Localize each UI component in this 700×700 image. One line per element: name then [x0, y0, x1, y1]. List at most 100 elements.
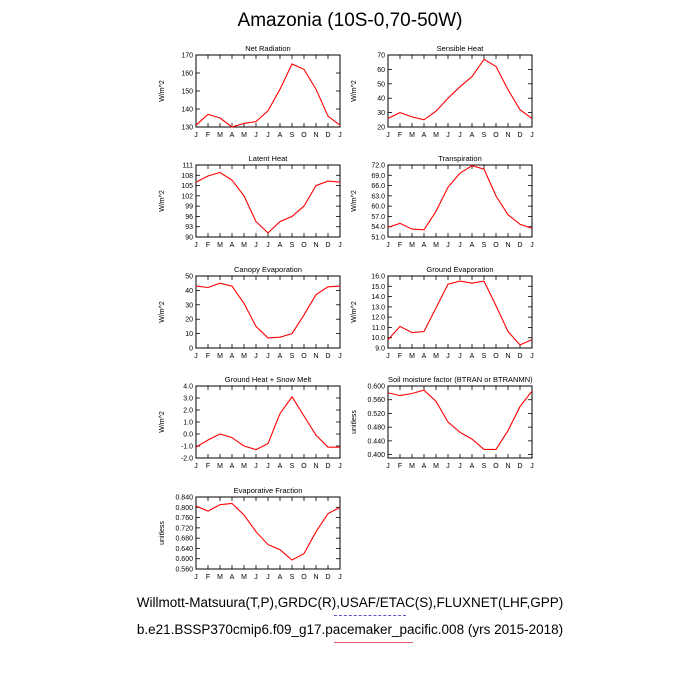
panel-title-sensible-heat: Sensible Heat	[436, 44, 484, 53]
x-tick-label: J	[530, 242, 534, 249]
panel-title-evaporative-fraction: Evaporative Fraction	[233, 486, 303, 495]
y-tick-label: 0.760	[175, 515, 193, 522]
x-tick-label: O	[301, 574, 307, 581]
x-tick-label: J	[194, 574, 198, 581]
y-axis-label: unitless	[351, 410, 358, 434]
x-tick-label: N	[505, 353, 510, 360]
x-tick-label: D	[325, 353, 330, 360]
x-tick-label: J	[254, 242, 258, 249]
y-tick-label: 3.0	[183, 396, 193, 403]
x-tick-label: J	[266, 353, 270, 360]
x-tick-label: F	[398, 463, 402, 470]
x-tick-label: F	[206, 353, 210, 360]
x-tick-label: S	[482, 242, 487, 249]
y-tick-label: 10	[185, 331, 193, 338]
x-tick-label: O	[301, 463, 307, 470]
series-line	[387, 58, 533, 121]
x-tick-label: O	[493, 463, 499, 470]
x-tick-label: M	[217, 463, 223, 470]
y-axis-label: W/m^2	[351, 80, 358, 102]
y-tick-label: 0.640	[175, 546, 193, 553]
x-tick-label: S	[290, 353, 295, 360]
x-tick-label: J	[338, 574, 342, 581]
x-tick-label: J	[458, 132, 462, 139]
y-tick-label: 93	[185, 224, 193, 231]
x-tick-label: J	[386, 132, 390, 139]
x-tick-label: A	[470, 242, 475, 249]
x-tick-label: J	[530, 353, 534, 360]
y-tick-label: 0.720	[175, 525, 193, 532]
y-tick-label: 11.0	[372, 325, 385, 332]
x-tick-label: A	[422, 132, 427, 139]
series-line	[195, 502, 341, 561]
x-tick-label: M	[409, 353, 415, 360]
x-tick-label: J	[446, 353, 450, 360]
x-tick-label: J	[254, 574, 258, 581]
x-tick-label: M	[217, 132, 223, 139]
x-tick-label: O	[493, 242, 499, 249]
y-tick-label: 16.0	[371, 274, 385, 281]
series-line	[195, 395, 340, 451]
y-tick-label: 70	[377, 53, 385, 60]
y-tick-label: 20	[185, 317, 193, 324]
x-tick-label: M	[217, 242, 223, 249]
page-title: Amazonia (10S-0,70-50W)	[237, 10, 463, 31]
x-tick-label: J	[386, 463, 390, 470]
y-tick-label: 108	[181, 173, 193, 180]
y-tick-label: 0.400	[367, 452, 385, 459]
panel-title-latent-heat: Latent Heat	[248, 154, 288, 163]
x-tick-label: J	[458, 353, 462, 360]
x-tick-label: J	[338, 132, 342, 139]
panel-title-soil-moisture: Soil moisture factor (BTRAN or BTRANMN)	[388, 375, 533, 384]
y-tick-label: 0.600	[367, 384, 385, 391]
x-tick-label: A	[230, 242, 235, 249]
x-tick-label: A	[278, 242, 283, 249]
y-tick-label: 0.560	[175, 567, 193, 574]
data-sources-caption: Willmott-Matsuura(T,P),GRDC(R),USAF/ETAC…	[136, 595, 564, 610]
x-tick-label: J	[266, 463, 270, 470]
x-tick-label: S	[482, 463, 487, 470]
y-axis-label: W/m^2	[159, 411, 166, 433]
plot-frame	[387, 275, 533, 349]
x-tick-label: O	[493, 132, 499, 139]
x-tick-label: D	[325, 132, 330, 139]
y-axis-label: W/m^2	[351, 190, 358, 212]
y-tick-label: 0.440	[367, 438, 385, 445]
x-tick-label: D	[325, 463, 330, 470]
x-tick-label: J	[338, 353, 342, 360]
x-tick-label: S	[482, 353, 487, 360]
y-tick-label: 63.0	[371, 193, 385, 200]
plot-frame	[195, 54, 341, 128]
y-tick-label: 14.0	[371, 294, 385, 301]
x-tick-label: M	[217, 574, 223, 581]
x-tick-label: A	[278, 353, 283, 360]
y-tick-label: 10.0	[371, 335, 385, 342]
x-tick-label: F	[398, 353, 402, 360]
y-tick-label: 12.0	[371, 315, 385, 322]
x-tick-label: J	[446, 463, 450, 470]
x-tick-label: M	[433, 463, 439, 470]
y-tick-label: 13.0	[371, 304, 385, 311]
x-tick-label: O	[493, 353, 499, 360]
x-tick-label: F	[206, 132, 210, 139]
y-tick-label: 0	[189, 346, 193, 353]
y-tick-label: 0.800	[175, 505, 193, 512]
x-tick-label: F	[206, 574, 210, 581]
x-tick-label: J	[194, 242, 198, 249]
x-tick-label: M	[241, 353, 247, 360]
source-underline	[334, 615, 406, 616]
x-tick-label: A	[278, 132, 283, 139]
x-tick-label: M	[241, 463, 247, 470]
y-tick-label: 9.0	[375, 346, 385, 353]
x-tick-label: D	[325, 574, 330, 581]
y-tick-label: 51.0	[371, 235, 385, 242]
x-tick-label: J	[194, 132, 198, 139]
y-tick-label: 170	[181, 53, 193, 60]
x-tick-label: A	[470, 132, 475, 139]
x-tick-label: F	[398, 132, 402, 139]
panel-title-transpiration: Transpiration	[438, 154, 482, 163]
x-tick-label: F	[206, 242, 210, 249]
x-tick-label: A	[422, 463, 427, 470]
x-tick-label: M	[217, 353, 223, 360]
y-tick-label: 30	[377, 110, 385, 117]
